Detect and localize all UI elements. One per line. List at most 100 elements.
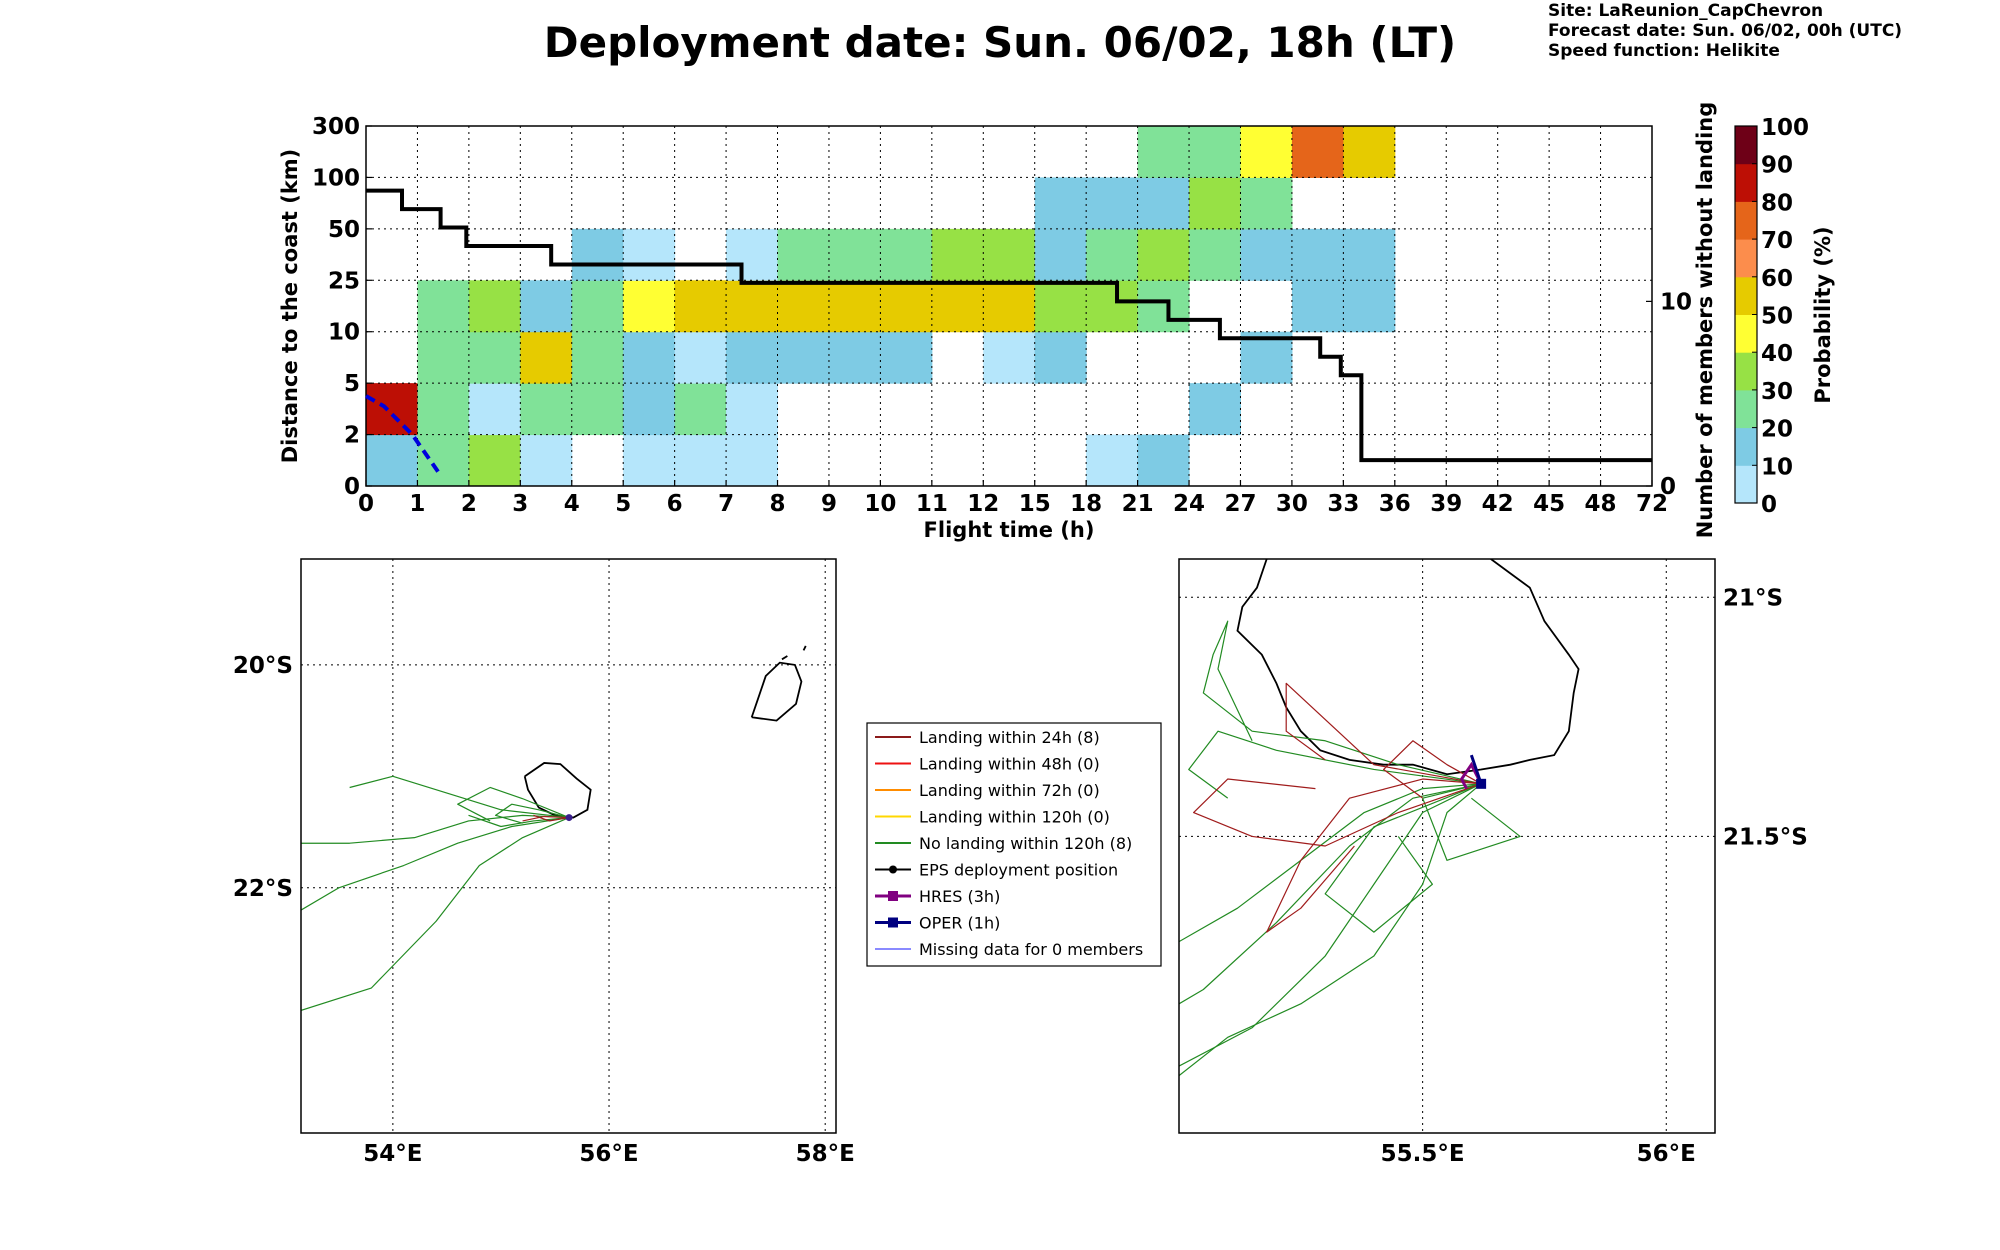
legend-swatch-marker — [888, 917, 898, 928]
no-landing-track — [468, 814, 570, 828]
no-landing-track — [494, 803, 570, 824]
heatmap-cell — [1291, 280, 1344, 333]
latitude-label: 21.5°S — [1723, 824, 1808, 850]
legend-frame — [866, 722, 1162, 967]
coastline — [523, 762, 592, 819]
chart-title: Deployment date: Sun. 06/02, 18h (LT) — [543, 18, 1457, 67]
heatmap-cell — [1240, 331, 1293, 384]
heatmap-cell — [417, 383, 470, 436]
heatmap-cell — [623, 434, 676, 487]
colorbar-segment — [1735, 163, 1757, 202]
heatmap-cell — [674, 280, 727, 333]
x-tick-label: 18 — [1070, 491, 1102, 517]
colorbar-segment — [1735, 276, 1757, 315]
heatmap-cell — [468, 280, 521, 333]
heatmap-cell — [1137, 228, 1190, 281]
heatmap-cell — [571, 383, 624, 436]
x-tick-label: 24 — [1173, 491, 1205, 517]
heatmap-cell — [623, 331, 676, 384]
colorbar-label: Probability (%) — [1811, 226, 1835, 403]
x-tick-label: 27 — [1224, 491, 1256, 517]
coastline — [781, 655, 788, 661]
probability-colorbar: 0 10 20 30 40 50 60 70 80 90 100 Probability (%) — [1734, 115, 1835, 518]
landing-24h-track — [1383, 740, 1482, 799]
colorbar-tick-label: 60 — [1761, 266, 1793, 292]
x-tick-label: 11 — [916, 491, 948, 517]
heatmap-cell — [1189, 228, 1241, 281]
x-tick-label: 45 — [1533, 491, 1565, 517]
right-tick-label: 0 — [1660, 474, 1676, 500]
no-landing-track — [1179, 783, 1482, 1077]
forecast-date-label: Forecast date: Sun. 06/02, 00h (UTC) — [1548, 21, 1903, 41]
landing-24h-track — [533, 814, 570, 822]
y-tick-label: 10 — [328, 320, 360, 346]
heatmap-cell — [983, 331, 1036, 384]
x-tick-label: 0 — [358, 491, 374, 517]
heatmap-cell — [1137, 280, 1190, 333]
heatmap-cell — [520, 434, 573, 487]
landing-24h-track — [522, 815, 570, 822]
heatmap-cell — [828, 331, 881, 384]
y-tick-label: 25 — [328, 268, 360, 294]
heatmap-cell — [726, 331, 779, 384]
heatmap-cell — [623, 280, 676, 333]
landing-24h-track — [1266, 778, 1482, 933]
y-axis-label: Distance to the coast (km) — [278, 149, 302, 464]
longitude-label: 54°E — [363, 1141, 422, 1167]
heatmap-cell — [1291, 126, 1344, 178]
heatmap-cell — [520, 383, 573, 436]
no-landing-track — [301, 817, 570, 1011]
colorbar-tick-label: 0 — [1761, 492, 1777, 518]
heatmap-cell — [366, 434, 418, 487]
colorbar-segment — [1735, 201, 1757, 240]
no-landing-track — [1179, 783, 1482, 943]
legend-swatch-marker — [888, 891, 898, 901]
heatmap-cell — [520, 331, 573, 384]
heatmap-cell — [828, 228, 881, 281]
map-frame — [1178, 558, 1716, 1134]
heatmap-cell — [1086, 228, 1139, 281]
heatmap-cell — [726, 280, 779, 333]
heatmap-cell — [366, 383, 418, 436]
no-landing-track — [1422, 783, 1521, 861]
heatmap-cell — [571, 331, 624, 384]
heatmap-cell — [777, 280, 830, 333]
forecast-info: Site: LaReunion_CapChevron Forecast date… — [1548, 1, 1902, 61]
colorbar-tick-label: 50 — [1761, 304, 1793, 330]
colorbar-tick-label: 90 — [1761, 153, 1793, 179]
legend-entry-label: EPS deployment position — [919, 861, 1118, 880]
legend-entry-label: No landing within 120h (8) — [919, 834, 1132, 853]
legend-entry-label: Landing within 72h (0) — [919, 781, 1100, 800]
legend-entry-label: Landing within 120h (0) — [919, 808, 1110, 827]
heatmap-cell — [777, 331, 830, 384]
x-tick-label: 42 — [1482, 491, 1514, 517]
heatmap-cell — [1137, 434, 1190, 487]
x-tick-label: 72 — [1636, 491, 1668, 517]
y-tick-label: 100 — [312, 165, 360, 191]
hres-distance-line — [365, 394, 440, 473]
trajectory-legend: Landing within 24h (8) Landing within 48h… — [866, 722, 1162, 967]
colorbar-segment — [1735, 239, 1757, 278]
colorbar-tick-label: 30 — [1761, 379, 1793, 405]
site-label: Site: LaReunion_CapChevron — [1548, 1, 1824, 21]
heatmap-cell — [1343, 280, 1396, 333]
heatmap-cell — [1189, 177, 1241, 230]
x-tick-label: 7 — [718, 491, 734, 517]
hres-track — [1459, 761, 1483, 790]
heatmap-cell — [417, 331, 470, 384]
legend-entry-label: Landing within 24h (8) — [919, 728, 1100, 747]
x-tick-label: 39 — [1430, 491, 1462, 517]
heatmap-cell — [1343, 126, 1396, 178]
no-landing-track — [457, 786, 570, 822]
heatmap-cell — [726, 228, 779, 281]
heatmap-cell — [931, 228, 984, 281]
latitude-label: 22°S — [233, 876, 293, 902]
y-tick-label: 50 — [328, 217, 360, 243]
x-tick-label: 33 — [1327, 491, 1359, 517]
heatmap-cell — [1240, 126, 1293, 178]
x-tick-label: 36 — [1379, 491, 1411, 517]
coastline — [750, 661, 803, 722]
legend-entry-label: OPER (1h) — [919, 914, 1000, 933]
colorbar-segment — [1735, 389, 1757, 429]
